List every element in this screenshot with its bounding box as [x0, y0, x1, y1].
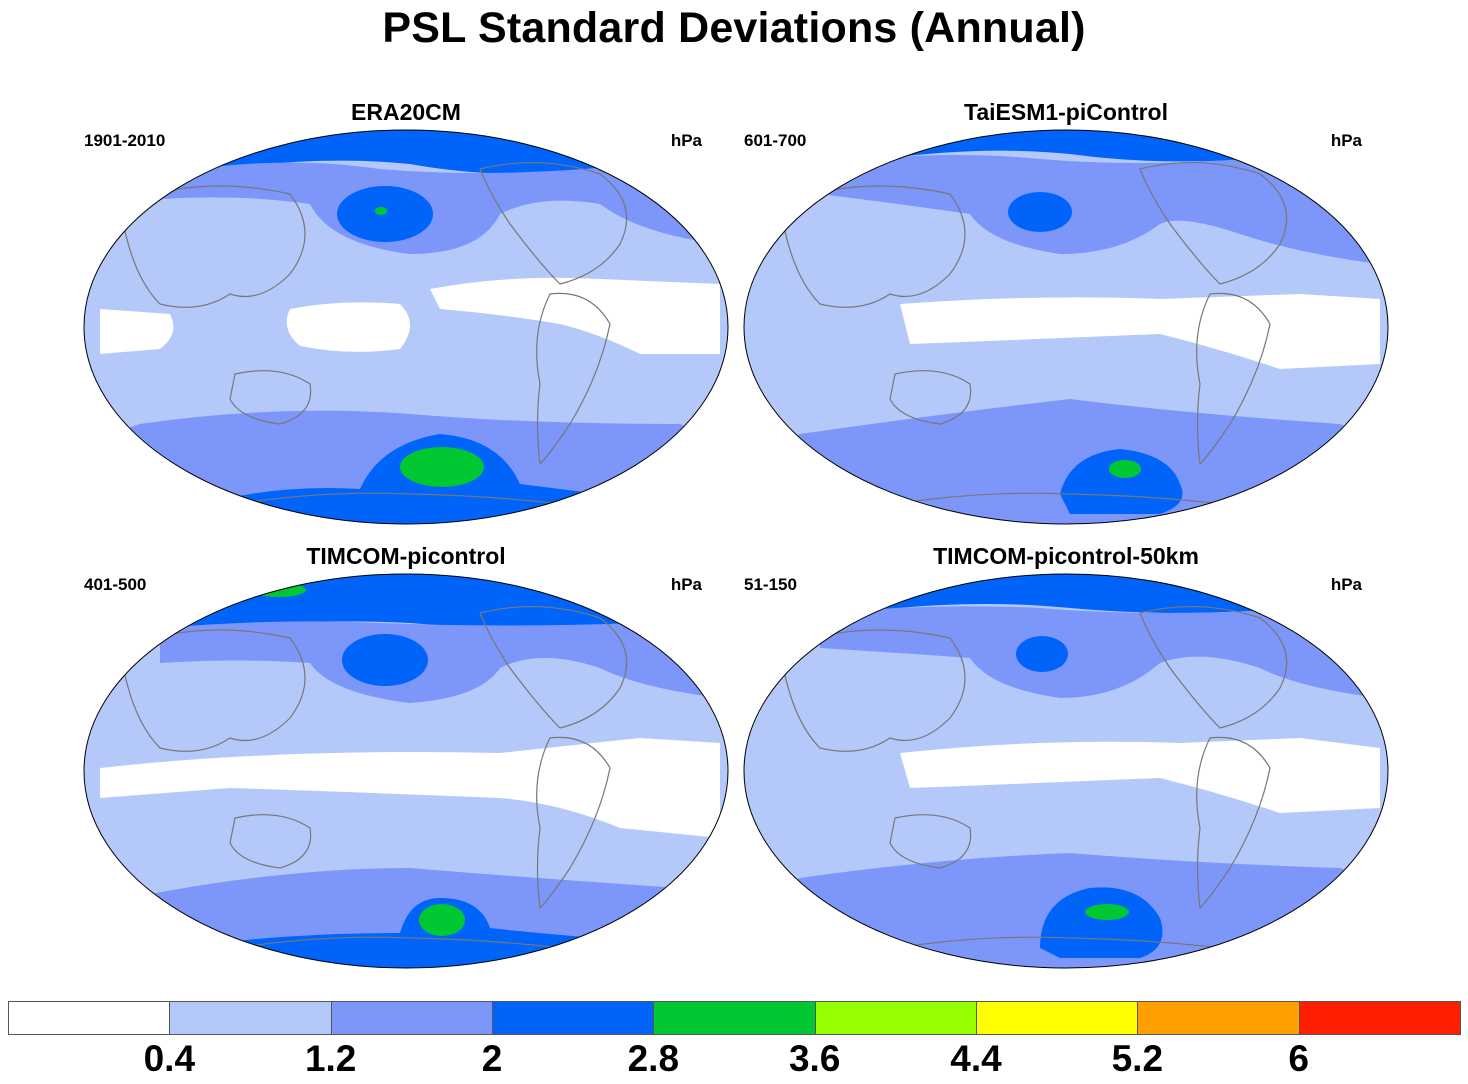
- colorbar-tick-label: 2.8: [627, 1038, 680, 1079]
- robinson-map: [83, 129, 729, 525]
- field-tropics-white: [100, 738, 720, 838]
- colorbar-cell: [1298, 1001, 1461, 1035]
- field-amundsen-low-2.8: [1109, 460, 1141, 478]
- colorbar-tick-label: 3.6: [788, 1038, 841, 1079]
- panel-units: hPa: [670, 575, 702, 594]
- colorbar-tick-label: 4.4: [950, 1038, 1002, 1079]
- colorbar-cell: [1137, 1001, 1300, 1035]
- field-amundsen-low-2.8: [1085, 904, 1129, 920]
- panel-period: 51-150: [744, 575, 797, 594]
- land-north-america: [1139, 605, 1288, 729]
- colorbar-tick-label: 5.2: [1111, 1038, 1164, 1079]
- map-panel-era20cm: ERA20CM 1901-2010 hPa: [80, 96, 732, 536]
- panel-units: hPa: [1330, 575, 1362, 594]
- colorbar-cell: [8, 1001, 171, 1035]
- field-band-arctic-2.0: [850, 574, 1300, 613]
- field-band-north-pacific-1.2: [160, 162, 720, 254]
- robinson-map: [83, 573, 729, 969]
- panel-title: TaiESM1-piControl: [963, 99, 1168, 125]
- panel-period: 601-700: [744, 131, 807, 150]
- panel-units: hPa: [1330, 131, 1362, 150]
- colorbar-cell: [653, 1001, 816, 1035]
- panel-period: 1901-2010: [84, 131, 166, 150]
- colorbar-cell: [491, 1001, 655, 1035]
- field-east-pacific-white: [430, 277, 720, 354]
- land-south-america: [1196, 292, 1271, 466]
- colorbar-cell: [814, 1001, 977, 1035]
- colorbar-cell: [169, 1001, 332, 1035]
- map-border: [83, 129, 729, 525]
- field-aleutian-low-2.0: [337, 186, 433, 242]
- panel-title: ERA20CM: [351, 99, 461, 125]
- field-amundsen-low-2.8: [419, 904, 465, 936]
- field-tropics-white: [900, 294, 1380, 369]
- colorbar-tick-label: 6: [1288, 1038, 1309, 1079]
- panel-period: 401-500: [84, 575, 147, 594]
- field-band-north-pacific-1.2: [820, 154, 1380, 264]
- field-indian-white: [100, 309, 174, 354]
- colorbar: [8, 1001, 1461, 1035]
- field-amundsen-low-2.8: [400, 447, 484, 487]
- land-south-america: [1196, 736, 1271, 910]
- colorbar-cell: [330, 1001, 493, 1035]
- colorbar-cell: [975, 1001, 1139, 1035]
- land-asia: [779, 629, 966, 752]
- colorbar-tick-label: 2: [481, 1038, 503, 1079]
- land-south-america: [536, 736, 611, 910]
- map-border: [743, 129, 1389, 525]
- land-north-america: [479, 605, 628, 729]
- land-australia: [229, 814, 312, 869]
- land-asia: [119, 629, 306, 752]
- panel-title: TIMCOM-picontrol: [306, 543, 506, 569]
- map-panel-taiesm1: TaiESM1-piControl 601-700 hPa: [740, 96, 1392, 536]
- map-border: [83, 573, 729, 969]
- land-north-america: [479, 161, 628, 285]
- land-australia: [889, 370, 972, 425]
- colorbar-tick-label: 0.4: [143, 1038, 196, 1079]
- map-panel-timcom-50km: TIMCOM-picontrol-50km 51-150 hPa: [740, 540, 1392, 980]
- land-asia: [779, 185, 966, 308]
- field-band-arctic-2.0: [180, 574, 640, 628]
- field-aleutian-low-2.8: [375, 207, 387, 215]
- field-tropics-white: [286, 302, 410, 352]
- map-panel-timcom: TIMCOM-picontrol 401-500 hPa: [80, 540, 732, 980]
- field-tropics-white: [900, 738, 1380, 813]
- field-band-north-pacific-1.2: [820, 606, 1380, 698]
- land-australia: [889, 814, 972, 869]
- land-australia: [229, 370, 312, 425]
- robinson-map: [743, 129, 1389, 525]
- field-band-north-pacific-1.2: [160, 621, 720, 703]
- colorbar-tick-label: 1.2: [304, 1038, 357, 1079]
- field-aleutian-low-2.0: [342, 634, 428, 686]
- map-border: [743, 573, 1389, 969]
- land-south-america: [536, 292, 611, 466]
- figure-title: PSL Standard Deviations (Annual): [382, 4, 1086, 52]
- land-asia: [119, 185, 306, 308]
- field-aleutian-low-2.0: [1008, 192, 1072, 232]
- panel-title: TIMCOM-picontrol-50km: [933, 543, 1199, 569]
- land-north-america: [1139, 161, 1288, 285]
- panel-units: hPa: [670, 131, 702, 150]
- field-aleutian-low-2.0: [1016, 636, 1068, 672]
- robinson-map: [743, 573, 1389, 969]
